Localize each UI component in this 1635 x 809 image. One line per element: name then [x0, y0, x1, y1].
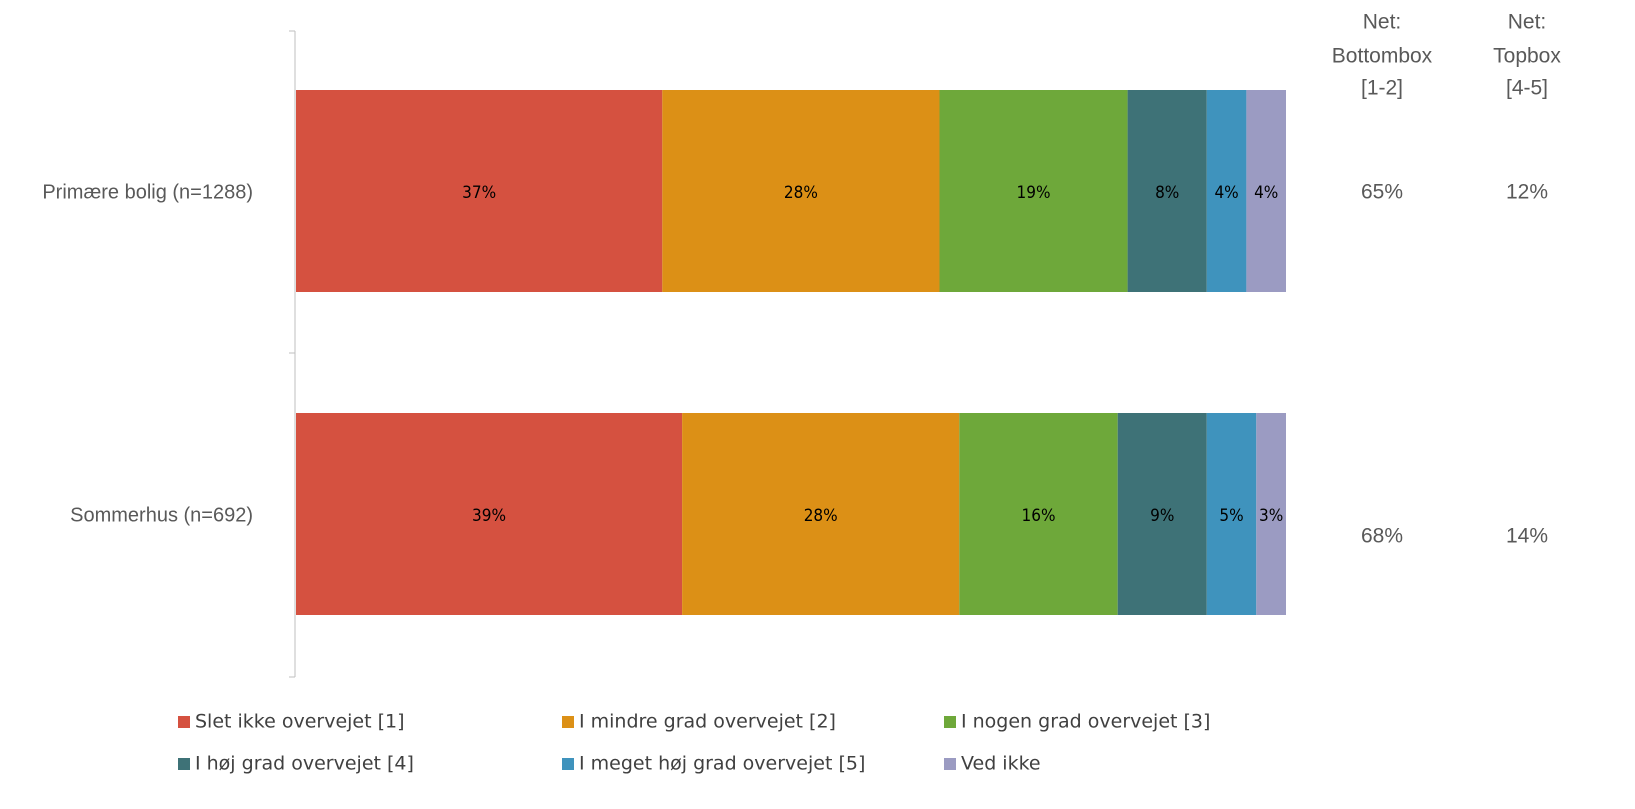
data-label: 3% [1259, 506, 1283, 526]
bar-segment [1206, 413, 1257, 615]
bar-segment [682, 413, 960, 615]
data-label: 4% [1254, 183, 1278, 203]
bar-segment [1117, 413, 1207, 615]
bar-segment [1256, 413, 1286, 615]
data-label: 8% [1155, 183, 1179, 203]
net-header: Net: [1508, 11, 1547, 34]
net-value: 65% [1361, 181, 1403, 204]
data-label: 28% [804, 506, 838, 526]
net-header: Bottombox [1332, 45, 1433, 68]
data-label: 39% [472, 506, 506, 526]
net-header: [1-2] [1361, 77, 1403, 100]
net-value: 12% [1506, 181, 1548, 204]
legend-swatch [562, 758, 574, 770]
legend-label: I nogen grad overvejet [3] [961, 711, 1210, 733]
legend-swatch [178, 758, 190, 770]
legend-label: I høj grad overvejet [4] [195, 753, 414, 775]
legend-label: I meget høj grad overvejet [5] [579, 753, 865, 775]
data-label: 4% [1214, 183, 1238, 203]
data-label: 37% [462, 183, 496, 203]
bar-segment [296, 90, 663, 292]
net-value: 14% [1506, 525, 1548, 548]
legend-swatch [562, 716, 574, 728]
data-label: 16% [1022, 506, 1056, 526]
category-label: Primære bolig (n=1288) [42, 181, 253, 203]
net-header: [4-5] [1506, 77, 1548, 100]
category-label: Sommerhus (n=692) [70, 504, 253, 526]
net-value: 68% [1361, 525, 1403, 548]
legend-label: I mindre grad overvejet [2] [579, 711, 836, 733]
data-label: 9% [1150, 506, 1174, 526]
bar-segment [1127, 90, 1207, 292]
legend-label: Slet ikke overvejet [1] [195, 711, 405, 733]
data-label: 19% [1017, 183, 1051, 203]
bar-segment [296, 413, 683, 615]
net-header: Topbox [1493, 45, 1561, 68]
bar-segment [662, 90, 940, 292]
legend-swatch [178, 716, 190, 728]
bar-segment [939, 90, 1128, 292]
legend-swatch [944, 758, 956, 770]
legend-label: Ved ikke [961, 753, 1041, 775]
bar-segment [959, 413, 1118, 615]
legend-swatch [944, 716, 956, 728]
net-header: Net: [1363, 11, 1402, 34]
data-label: 28% [784, 183, 818, 203]
bar-segment [1246, 90, 1286, 292]
data-label: 5% [1219, 506, 1243, 526]
bar-segment [1206, 90, 1247, 292]
